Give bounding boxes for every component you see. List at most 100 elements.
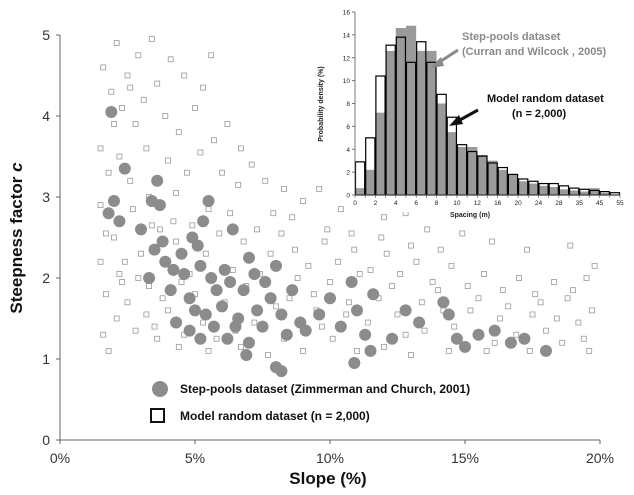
scatter-point-square [354, 347, 360, 354]
scatter-point-circle [540, 344, 552, 357]
inset-bar-step-pools [385, 50, 396, 196]
inset-bar-step-pools [436, 103, 447, 195]
series-step-pools-dataset [102, 105, 552, 378]
scatter-point-square [113, 315, 120, 322]
inset-x-tick-label: 55 [616, 200, 624, 207]
scatter-point-square [300, 198, 306, 204]
inset-y-tick-label: 16 [343, 10, 351, 17]
scatter-point-square [159, 295, 166, 302]
scatter-point-square [178, 279, 185, 285]
inset-arrow-gray-head [430, 57, 444, 68]
scatter-point-square [491, 339, 498, 346]
scatter-point-square [559, 339, 566, 346]
x-tick-label: 20% [586, 450, 614, 466]
scatter-point-square [337, 206, 344, 213]
scatter-point-square [240, 238, 247, 245]
inset-bar-step-pools [507, 174, 519, 195]
scatter-point-square [162, 113, 169, 119]
scatter-point-circle [102, 207, 115, 220]
scatter-point-circle [153, 199, 166, 212]
scatter-point-square [348, 230, 355, 237]
scatter-point-square [583, 275, 590, 281]
inset-bar-step-pools [548, 186, 559, 195]
inset-bar-step-pools [467, 146, 478, 195]
scatter-point-square [146, 283, 153, 290]
scatter-point-square [213, 335, 220, 342]
scatter-point-square [210, 137, 217, 144]
scatter-point-square [424, 226, 431, 233]
y-axis-title-main: Steepness factor [7, 172, 26, 314]
scatter-point-circle [202, 195, 215, 208]
scatter-point-square [480, 271, 487, 277]
scatter-point-circle [243, 251, 255, 264]
inset-bar-step-pools [355, 188, 366, 195]
inset-x-tick-group: 0 2 4 6 8 10 12 16 20 24 28 35 45 55 [353, 195, 624, 207]
inset-bar-step-pools [579, 191, 590, 195]
scatter-point-square [103, 291, 109, 298]
scatter-point-square [264, 352, 271, 358]
scatter-point-square [224, 121, 231, 127]
scatter-point-square [270, 210, 277, 217]
scatter-point-square [329, 335, 336, 342]
inset-annotation-step-pools-line2: (Curran and Wilcock , 2005) [462, 46, 607, 58]
scatter-point-circle [205, 272, 218, 284]
scatter-point-square [448, 262, 455, 269]
inset-bar-step-pools [497, 169, 508, 195]
inset-y-axis-title: Probability density (%) [318, 66, 325, 141]
scatter-point-square [475, 295, 482, 302]
scatter-point-circle [251, 304, 264, 317]
scatter-point-circle [313, 308, 326, 321]
inset-x-tick-label: 4 [394, 200, 398, 207]
scatter-point-circle [442, 308, 455, 321]
scatter-point-square [408, 242, 414, 249]
scatter-point-square [524, 246, 530, 253]
scatter-point-square [165, 157, 171, 164]
scatter-point-square [148, 36, 155, 42]
scatter-point-square [100, 331, 107, 338]
scatter-point-square [345, 299, 352, 306]
scatter-point-square [248, 161, 255, 168]
scatter-point-circle [194, 259, 207, 272]
scatter-point-square [97, 258, 104, 265]
inset-y-tick-label: 12 [343, 55, 351, 62]
scatter-point-square [105, 347, 112, 354]
scatter-point-square [148, 222, 155, 229]
scatter-point-square [165, 307, 171, 314]
scatter-point-circle [226, 223, 239, 236]
scatter-point-square [499, 287, 506, 294]
scatter-point-square [497, 315, 504, 322]
y-axis-title: Steepness factor c [7, 162, 26, 314]
scatter-point-circle [359, 328, 372, 341]
scatter-point-circle [264, 292, 277, 305]
scatter-point-square [113, 40, 120, 46]
scatter-point-square [170, 218, 177, 225]
scatter-point-square [570, 287, 576, 294]
scatter-point-square [294, 275, 301, 281]
scatter-point-square [135, 275, 142, 281]
scatter-point-square [132, 327, 139, 334]
y-tick-label: 0 [42, 432, 50, 448]
scatter-point-square [129, 206, 136, 213]
scatter-point-circle [167, 263, 180, 276]
scatter-point-circle [259, 276, 272, 289]
scatter-point-square [402, 331, 409, 338]
scatter-point-circle [280, 328, 293, 341]
scatter-point-square [351, 246, 358, 253]
inset-x-tick-label: 16 [494, 200, 502, 207]
inset-bar-step-pools [365, 169, 376, 195]
scatter-point-square [467, 307, 474, 314]
y-tick-label: 5 [42, 27, 50, 43]
scatter-point-square [310, 291, 317, 298]
scatter-point-square [389, 283, 396, 290]
scatter-point-square [119, 279, 125, 285]
scatter-point-square [202, 250, 209, 257]
scatter-point-square [229, 266, 236, 273]
scatter-point-circle [148, 243, 161, 256]
scatter-point-circle [237, 284, 250, 297]
scatter-point-square [381, 214, 387, 221]
inset-y-tick-label: 6 [346, 124, 350, 131]
scatter-point-square [286, 295, 293, 302]
scatter-point-circle [143, 272, 156, 284]
scatter-point-circle [450, 332, 463, 345]
x-tick-label: 10% [316, 450, 344, 466]
